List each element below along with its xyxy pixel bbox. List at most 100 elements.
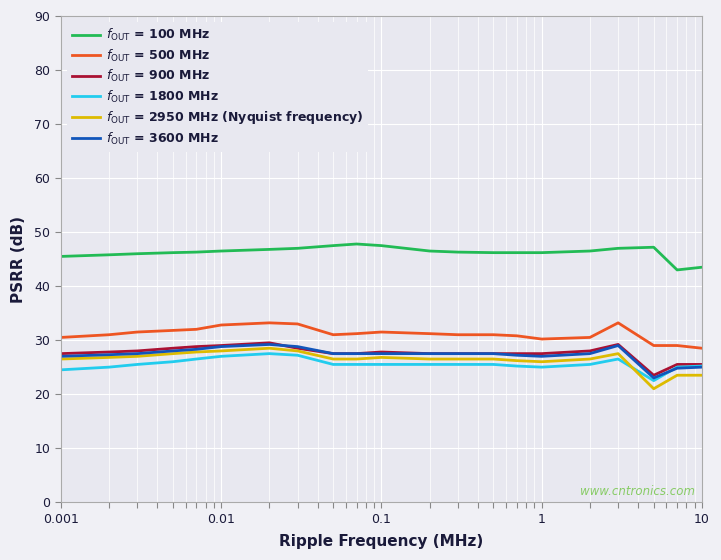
$f_{\mathrm{OUT}}$ = 2950 MHz (Nyquist frequency) — [133, 353, 141, 360]
$f_{\mathrm{OUT}}$ = 3600 MHz — [56, 353, 65, 360]
$f_{\mathrm{OUT}}$ = 1800 MHz — [377, 361, 386, 368]
$f_{\mathrm{OUT}}$ = 900 MHz — [425, 350, 434, 357]
$f_{\mathrm{OUT}}$ = 100 MHz — [454, 249, 462, 255]
$f_{\mathrm{OUT}}$ = 100 MHz — [585, 248, 594, 254]
$f_{\mathrm{OUT}}$ = 500 MHz — [454, 332, 462, 338]
$f_{\mathrm{OUT}}$ = 1800 MHz — [650, 377, 658, 384]
$f_{\mathrm{OUT}}$ = 100 MHz — [537, 249, 546, 256]
$f_{\mathrm{OUT}}$ = 100 MHz — [650, 244, 658, 251]
$f_{\mathrm{OUT}}$ = 900 MHz — [585, 348, 594, 354]
$f_{\mathrm{OUT}}$ = 900 MHz — [513, 350, 521, 357]
$f_{\mathrm{OUT}}$ = 100 MHz — [489, 249, 497, 256]
$f_{\mathrm{OUT}}$ = 900 MHz — [329, 350, 337, 357]
$f_{\mathrm{OUT}}$ = 900 MHz — [265, 339, 274, 346]
$f_{\mathrm{OUT}}$ = 2950 MHz (Nyquist frequency) — [585, 356, 594, 362]
$f_{\mathrm{OUT}}$ = 2950 MHz (Nyquist frequency) — [673, 372, 681, 379]
$f_{\mathrm{OUT}}$ = 900 MHz — [454, 350, 462, 357]
$f_{\mathrm{OUT}}$ = 500 MHz — [353, 330, 361, 337]
$f_{\mathrm{OUT}}$ = 2950 MHz (Nyquist frequency) — [169, 350, 177, 357]
$f_{\mathrm{OUT}}$ = 100 MHz — [425, 248, 434, 254]
$f_{\mathrm{OUT}}$ = 500 MHz — [425, 330, 434, 337]
$f_{\mathrm{OUT}}$ = 900 MHz — [105, 349, 113, 356]
$f_{\mathrm{OUT}}$ = 2950 MHz (Nyquist frequency) — [192, 349, 200, 356]
$f_{\mathrm{OUT}}$ = 3600 MHz — [537, 353, 546, 360]
$f_{\mathrm{OUT}}$ = 2950 MHz (Nyquist frequency) — [217, 348, 226, 354]
$f_{\mathrm{OUT}}$ = 500 MHz — [265, 320, 274, 326]
$f_{\mathrm{OUT}}$ = 1800 MHz — [614, 356, 622, 362]
$f_{\mathrm{OUT}}$ = 3600 MHz — [192, 346, 200, 353]
$f_{\mathrm{OUT}}$ = 100 MHz — [133, 250, 141, 257]
$f_{\mathrm{OUT}}$ = 3600 MHz — [614, 342, 622, 349]
Line: $f_{\mathrm{OUT}}$ = 1800 MHz: $f_{\mathrm{OUT}}$ = 1800 MHz — [61, 353, 702, 381]
$f_{\mathrm{OUT}}$ = 2950 MHz (Nyquist frequency) — [105, 354, 113, 361]
$f_{\mathrm{OUT}}$ = 500 MHz — [217, 321, 226, 328]
$f_{\mathrm{OUT}}$ = 500 MHz — [192, 326, 200, 333]
$f_{\mathrm{OUT}}$ = 2950 MHz (Nyquist frequency) — [698, 372, 707, 379]
$f_{\mathrm{OUT}}$ = 1800 MHz — [169, 358, 177, 365]
$f_{\mathrm{OUT}}$ = 100 MHz — [192, 249, 200, 255]
$f_{\mathrm{OUT}}$ = 2950 MHz (Nyquist frequency) — [614, 350, 622, 357]
$f_{\mathrm{OUT}}$ = 500 MHz — [513, 333, 521, 339]
$f_{\mathrm{OUT}}$ = 2950 MHz (Nyquist frequency) — [265, 345, 274, 352]
$f_{\mathrm{OUT}}$ = 2950 MHz (Nyquist frequency) — [353, 356, 361, 362]
$f_{\mathrm{OUT}}$ = 3600 MHz — [329, 350, 337, 357]
$f_{\mathrm{OUT}}$ = 1800 MHz — [585, 361, 594, 368]
$f_{\mathrm{OUT}}$ = 100 MHz — [105, 251, 113, 258]
Line: $f_{\mathrm{OUT}}$ = 500 MHz: $f_{\mathrm{OUT}}$ = 500 MHz — [61, 323, 702, 348]
$f_{\mathrm{OUT}}$ = 3600 MHz — [293, 343, 302, 350]
$f_{\mathrm{OUT}}$ = 1800 MHz — [698, 363, 707, 370]
$f_{\mathrm{OUT}}$ = 900 MHz — [293, 345, 302, 352]
$f_{\mathrm{OUT}}$ = 3600 MHz — [169, 348, 177, 354]
$f_{\mathrm{OUT}}$ = 3600 MHz — [425, 350, 434, 357]
$f_{\mathrm{OUT}}$ = 100 MHz — [217, 248, 226, 254]
$f_{\mathrm{OUT}}$ = 500 MHz — [698, 345, 707, 352]
$f_{\mathrm{OUT}}$ = 500 MHz — [585, 334, 594, 341]
Text: www.cntronics.com: www.cntronics.com — [580, 485, 695, 498]
$f_{\mathrm{OUT}}$ = 100 MHz — [513, 249, 521, 256]
$f_{\mathrm{OUT}}$ = 100 MHz — [673, 267, 681, 273]
$f_{\mathrm{OUT}}$ = 3600 MHz — [377, 350, 386, 357]
$f_{\mathrm{OUT}}$ = 3600 MHz — [673, 365, 681, 372]
$f_{\mathrm{OUT}}$ = 3600 MHz — [454, 350, 462, 357]
$f_{\mathrm{OUT}}$ = 2950 MHz (Nyquist frequency) — [329, 356, 337, 362]
$f_{\mathrm{OUT}}$ = 2950 MHz (Nyquist frequency) — [454, 356, 462, 362]
$f_{\mathrm{OUT}}$ = 900 MHz — [489, 350, 497, 357]
Line: $f_{\mathrm{OUT}}$ = 3600 MHz: $f_{\mathrm{OUT}}$ = 3600 MHz — [61, 344, 702, 378]
$f_{\mathrm{OUT}}$ = 3600 MHz — [353, 350, 361, 357]
$f_{\mathrm{OUT}}$ = 500 MHz — [56, 334, 65, 341]
$f_{\mathrm{OUT}}$ = 100 MHz — [329, 242, 337, 249]
$f_{\mathrm{OUT}}$ = 900 MHz — [673, 361, 681, 368]
$f_{\mathrm{OUT}}$ = 500 MHz — [650, 342, 658, 349]
$f_{\mathrm{OUT}}$ = 3600 MHz — [513, 352, 521, 358]
$f_{\mathrm{OUT}}$ = 100 MHz — [353, 241, 361, 248]
$f_{\mathrm{OUT}}$ = 900 MHz — [56, 350, 65, 357]
$f_{\mathrm{OUT}}$ = 1800 MHz — [56, 366, 65, 373]
$f_{\mathrm{OUT}}$ = 3600 MHz — [105, 351, 113, 358]
$f_{\mathrm{OUT}}$ = 100 MHz — [265, 246, 274, 253]
$f_{\mathrm{OUT}}$ = 100 MHz — [293, 245, 302, 251]
$f_{\mathrm{OUT}}$ = 100 MHz — [698, 264, 707, 270]
$f_{\mathrm{OUT}}$ = 900 MHz — [133, 348, 141, 354]
$f_{\mathrm{OUT}}$ = 500 MHz — [489, 332, 497, 338]
$f_{\mathrm{OUT}}$ = 3600 MHz — [698, 364, 707, 371]
$f_{\mathrm{OUT}}$ = 1800 MHz — [192, 356, 200, 362]
$f_{\mathrm{OUT}}$ = 900 MHz — [614, 341, 622, 348]
$f_{\mathrm{OUT}}$ = 900 MHz — [217, 342, 226, 349]
$f_{\mathrm{OUT}}$ = 500 MHz — [329, 332, 337, 338]
$f_{\mathrm{OUT}}$ = 900 MHz — [169, 345, 177, 352]
X-axis label: Ripple Frequency (MHz): Ripple Frequency (MHz) — [279, 534, 484, 549]
$f_{\mathrm{OUT}}$ = 2950 MHz (Nyquist frequency) — [56, 356, 65, 362]
$f_{\mathrm{OUT}}$ = 1800 MHz — [454, 361, 462, 368]
$f_{\mathrm{OUT}}$ = 3600 MHz — [489, 350, 497, 357]
$f_{\mathrm{OUT}}$ = 500 MHz — [377, 329, 386, 335]
$f_{\mathrm{OUT}}$ = 2950 MHz (Nyquist frequency) — [513, 357, 521, 364]
Line: $f_{\mathrm{OUT}}$ = 900 MHz: $f_{\mathrm{OUT}}$ = 900 MHz — [61, 343, 702, 375]
$f_{\mathrm{OUT}}$ = 900 MHz — [698, 361, 707, 368]
$f_{\mathrm{OUT}}$ = 1800 MHz — [353, 361, 361, 368]
$f_{\mathrm{OUT}}$ = 2950 MHz (Nyquist frequency) — [650, 385, 658, 392]
Line: $f_{\mathrm{OUT}}$ = 2950 MHz (Nyquist frequency): $f_{\mathrm{OUT}}$ = 2950 MHz (Nyquist f… — [61, 348, 702, 389]
$f_{\mathrm{OUT}}$ = 2950 MHz (Nyquist frequency) — [377, 354, 386, 361]
$f_{\mathrm{OUT}}$ = 1800 MHz — [105, 364, 113, 371]
$f_{\mathrm{OUT}}$ = 500 MHz — [133, 329, 141, 335]
$f_{\mathrm{OUT}}$ = 500 MHz — [537, 335, 546, 342]
